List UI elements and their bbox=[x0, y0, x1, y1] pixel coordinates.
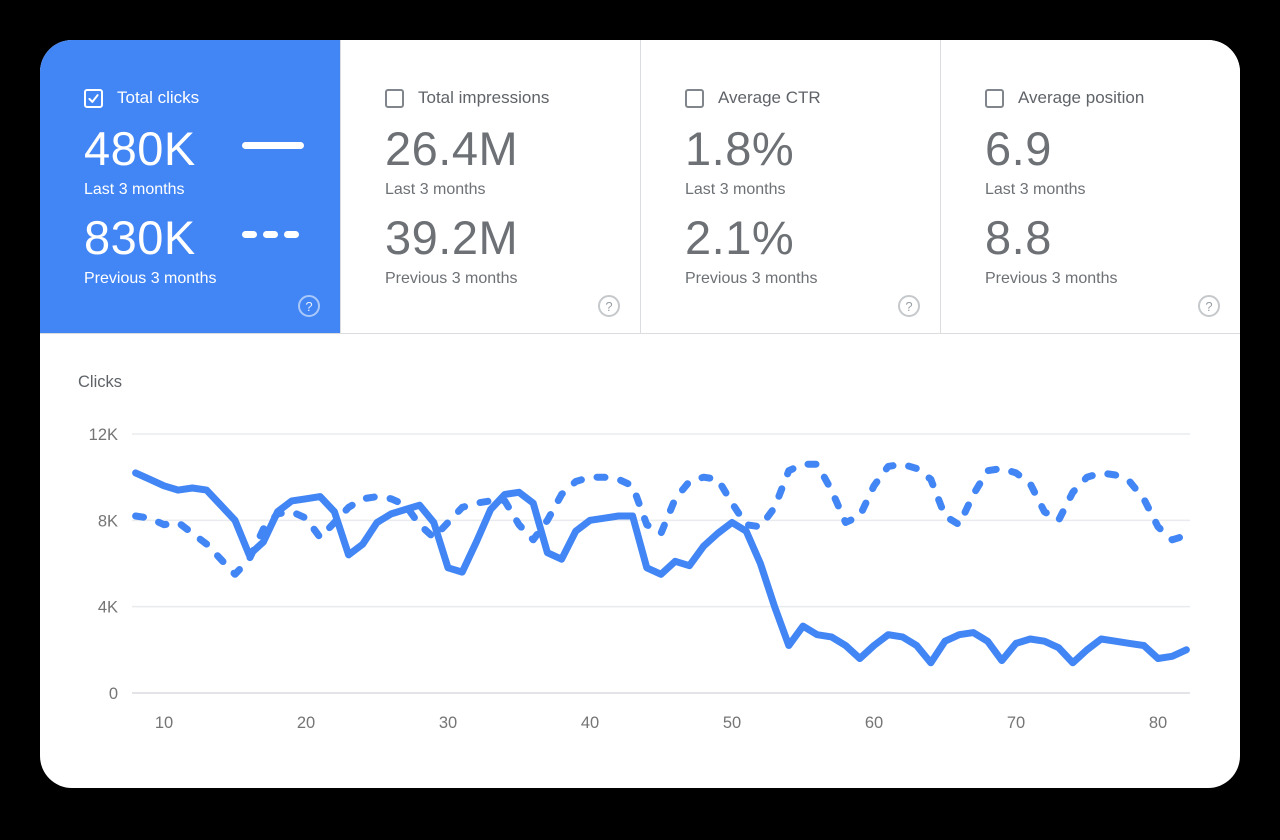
metric-current-value: 480K bbox=[84, 122, 196, 175]
metric-previous-value: 8.8 bbox=[985, 211, 1052, 264]
clicks-chart-svg: 0 4K 8K 12K 10 20 30 40 50 60 70 80 bbox=[89, 426, 1190, 732]
metric-card-total-impressions[interactable]: Total impressions 26.4M Last 3 months 39… bbox=[340, 40, 640, 333]
x-tick-label: 40 bbox=[581, 714, 599, 732]
metric-current-value: 1.8% bbox=[685, 122, 795, 175]
x-tick-label: 70 bbox=[1007, 714, 1025, 732]
dashed-line-legend-swatch bbox=[242, 231, 299, 238]
y-tick-label: 4K bbox=[98, 599, 118, 617]
average-ctr-checkbox-row: Average CTR bbox=[685, 88, 940, 108]
x-tick-label: 30 bbox=[439, 714, 457, 732]
metric-previous-value: 830K bbox=[84, 211, 196, 264]
metric-cards-row: Total clicks 480K Last 3 months 830K Pre… bbox=[40, 40, 1240, 334]
total-impressions-checkbox-row: Total impressions bbox=[385, 88, 640, 108]
metric-previous-period: Previous 3 months bbox=[685, 270, 818, 287]
help-icon[interactable]: ? bbox=[598, 295, 620, 317]
metric-current-period: Last 3 months bbox=[985, 181, 1086, 198]
checkbox-unchecked-icon[interactable] bbox=[985, 88, 1004, 108]
metric-previous-period: Previous 3 months bbox=[84, 270, 217, 287]
average-position-checkbox-row: Average position bbox=[985, 88, 1240, 108]
search-console-performance-panel: Total clicks 480K Last 3 months 830K Pre… bbox=[40, 40, 1240, 788]
metric-current-value: 26.4M bbox=[385, 122, 519, 175]
metric-previous-period: Previous 3 months bbox=[385, 270, 518, 287]
total-clicks-checkbox-row: Total clicks bbox=[84, 88, 340, 108]
metric-current-value: 6.9 bbox=[985, 122, 1052, 175]
previous-3-months-line bbox=[132, 460, 1190, 578]
checkbox-checked-icon[interactable] bbox=[84, 88, 103, 108]
help-icon[interactable]: ? bbox=[898, 295, 920, 317]
metric-label: Total impressions bbox=[418, 88, 550, 107]
metric-card-average-ctr[interactable]: Average CTR 1.8% Last 3 months 2.1% Prev… bbox=[640, 40, 940, 333]
x-tick-label: 80 bbox=[1149, 714, 1167, 732]
metric-label: Average CTR bbox=[718, 88, 821, 107]
metric-card-total-clicks[interactable]: Total clicks 480K Last 3 months 830K Pre… bbox=[40, 40, 340, 333]
checkbox-unchecked-icon[interactable] bbox=[385, 88, 404, 108]
metric-previous-value: 2.1% bbox=[685, 211, 795, 264]
y-tick-label: 8K bbox=[98, 512, 118, 530]
y-tick-label: 12K bbox=[89, 426, 118, 444]
checkmark-icon bbox=[88, 93, 99, 103]
metric-previous-value: 39.2M bbox=[385, 211, 519, 264]
last-3-months-line bbox=[132, 469, 1190, 667]
metric-current-period: Last 3 months bbox=[84, 181, 185, 198]
solid-line-legend-swatch bbox=[242, 142, 304, 149]
help-icon[interactable]: ? bbox=[298, 295, 320, 317]
metric-label: Average position bbox=[1018, 88, 1145, 107]
metric-current-period: Last 3 months bbox=[685, 181, 786, 198]
x-tick-label: 50 bbox=[723, 714, 741, 732]
metric-card-average-position[interactable]: Average position 6.9 Last 3 months 8.8 P… bbox=[940, 40, 1240, 333]
help-icon[interactable]: ? bbox=[1198, 295, 1220, 317]
metric-label: Total clicks bbox=[117, 88, 200, 107]
x-tick-label: 60 bbox=[865, 714, 883, 732]
y-tick-label: 0 bbox=[109, 685, 118, 703]
checkbox-unchecked-icon[interactable] bbox=[685, 88, 704, 108]
x-tick-label: 20 bbox=[297, 714, 315, 732]
metric-previous-period: Previous 3 months bbox=[985, 270, 1118, 287]
metric-current-period: Last 3 months bbox=[385, 181, 486, 198]
clicks-chart: Clicks 0 4K 8K 12K 10 20 30 40 50 60 70 80 bbox=[40, 334, 1240, 788]
chart-y-axis-title: Clicks bbox=[78, 373, 122, 391]
x-tick-label: 10 bbox=[155, 714, 173, 732]
